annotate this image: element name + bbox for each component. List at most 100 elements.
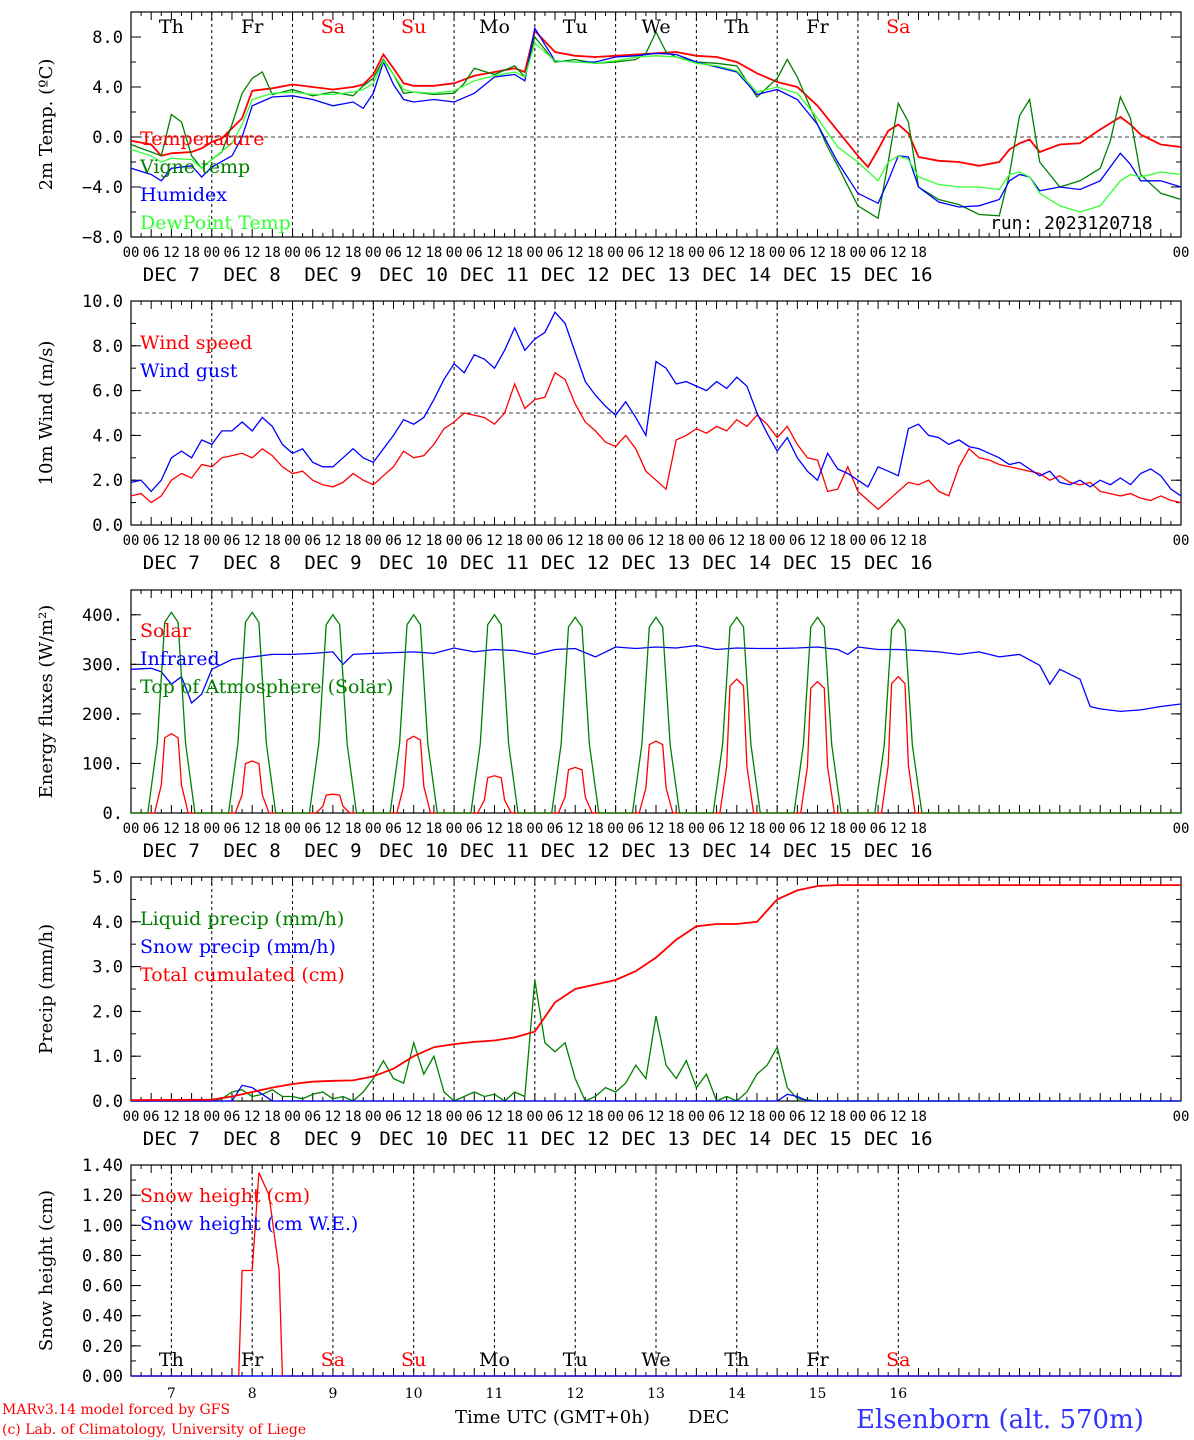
x-hour-label: 18	[749, 533, 766, 549]
x-hour-label: 12	[890, 245, 907, 261]
x-hour-label: 18	[264, 821, 281, 837]
x-date-label: DEC 10	[379, 840, 448, 862]
x-hour-label: 12	[809, 245, 826, 261]
x-hour-label: 00	[365, 245, 382, 261]
x-hour-label: 06	[224, 1109, 241, 1125]
day-number: 8	[248, 1386, 257, 1402]
series-wind-speed	[130, 371, 1182, 511]
panel-3	[130, 589, 1182, 814]
x-hour-label: 18	[506, 1109, 523, 1125]
x-hour-label: 18	[668, 245, 685, 261]
series-total-cumulated-cm-	[130, 884, 1181, 1101]
series-infrared	[130, 644, 1182, 713]
day-abbr: Th	[724, 1349, 749, 1371]
x-hour-label: 12	[163, 821, 180, 837]
legend-snow-height-cm-: Snow height (cm)	[140, 1185, 310, 1207]
series-top-of-atmosphere-solar-	[131, 611, 1181, 814]
x-hour-label: 00	[446, 245, 463, 261]
day-abbr: Sa	[886, 1349, 910, 1371]
series-wind-gust	[130, 311, 1182, 497]
y-tick-label: 0.0	[92, 1092, 123, 1112]
x-hour-label: 12	[486, 821, 503, 837]
x-hour-label: 00	[769, 1109, 786, 1125]
y-tick-label: 6.0	[92, 382, 123, 402]
x-hour-label: 18	[587, 533, 604, 549]
x-hour-label: 06	[304, 245, 321, 261]
x-hour-label: 12	[648, 821, 665, 837]
x-hour-label: 06	[466, 245, 483, 261]
x-hour-label: 18	[910, 245, 927, 261]
x-hour-label: 12	[163, 245, 180, 261]
series-snow-precip-mm-h-	[131, 1084, 1181, 1102]
x-hour-label: 06	[870, 245, 887, 261]
x-hour-label: 00	[446, 533, 463, 549]
x-hour-label: 06	[870, 1109, 887, 1125]
y-tick-label: 100.	[82, 754, 123, 774]
legend-solar: Solar	[140, 620, 192, 642]
x-hour-label: 12	[567, 245, 584, 261]
legend-liquid-precip-mm-h-: Liquid precip (mm/h)	[140, 908, 344, 930]
x-hour-label: 12	[728, 533, 745, 549]
day-abbr: Fr	[241, 1349, 264, 1371]
y-axis-label: 2m Temp. (ºC)	[36, 59, 57, 191]
y-tick-label: 4.0	[92, 913, 123, 933]
x-date-label: DEC 16	[864, 552, 933, 574]
y-tick-label: 0.80	[82, 1246, 123, 1266]
x-hour-label: 06	[143, 245, 160, 261]
x-hour-label: 00	[203, 821, 220, 837]
y-tick-label: 2.0	[92, 471, 123, 491]
x-date-label: DEC 15	[783, 552, 852, 574]
legend-vigne-temp: Vigne temp	[139, 156, 250, 178]
month-label: DEC	[688, 1407, 729, 1428]
x-date-label: DEC 8	[224, 1128, 281, 1150]
x-hour-label: 12	[728, 1109, 745, 1125]
x-hour-label: 12	[163, 533, 180, 549]
x-hour-label: 12	[728, 821, 745, 837]
x-hour-label: 00	[203, 1109, 220, 1125]
x-hour-label: 12	[486, 533, 503, 549]
day-number: 9	[328, 1386, 337, 1402]
x-hour-label: 18	[829, 1109, 846, 1125]
x-hour-label: 18	[506, 821, 523, 837]
x-hour-label: 18	[587, 821, 604, 837]
x-hour-label: 12	[244, 245, 261, 261]
series-liquid-precip-mm-h-	[131, 979, 1181, 1102]
x-hour-label: 06	[143, 1109, 160, 1125]
x-hour-label: 12	[324, 533, 341, 549]
x-hour-label: 12	[567, 533, 584, 549]
x-hour-label: 00	[1173, 245, 1190, 261]
x-date-label: DEC 16	[864, 840, 933, 862]
y-tick-label: 8.0	[92, 337, 123, 357]
x-date-label: DEC 7	[143, 1128, 200, 1150]
series-dewpoint-temp	[130, 42, 1182, 213]
chart-text: 8.04.00.0−4.0−8.02m Temp. (ºC)00 06 12 18 00…	[36, 16, 1189, 1402]
day-number: 11	[486, 1386, 504, 1402]
legend-wind-gust: Wind gust	[140, 360, 238, 382]
x-hour-label: 18	[425, 533, 442, 549]
x-hour-label: 00	[526, 821, 543, 837]
x-hour-label: 06	[304, 533, 321, 549]
legend-total-cumulated-cm-: Total cumulated (cm)	[140, 964, 345, 986]
y-tick-label: 1.20	[82, 1186, 123, 1206]
x-hour-label: 12	[728, 245, 745, 261]
day-number: 10	[405, 1386, 423, 1402]
x-hour-label: 18	[587, 245, 604, 261]
x-date-label: DEC 9	[304, 264, 361, 286]
x-hour-label: 06	[304, 821, 321, 837]
series-vigne-temp	[130, 30, 1182, 220]
y-tick-label: 5.0	[92, 868, 123, 888]
x-hour-label: 06	[789, 1109, 806, 1125]
x-hour-label: 18	[425, 1109, 442, 1125]
x-hour-label: 06	[547, 245, 564, 261]
x-hour-label: 06	[224, 533, 241, 549]
x-hour-label: 06	[789, 533, 806, 549]
x-date-label: DEC 7	[143, 264, 200, 286]
x-hour-label: 00	[284, 245, 301, 261]
x-hour-label: 06	[789, 245, 806, 261]
x-hour-label: 00	[203, 245, 220, 261]
y-tick-label: 1.00	[82, 1216, 123, 1236]
x-hour-label: 18	[910, 821, 927, 837]
x-hour-label: 00	[526, 245, 543, 261]
day-abbr: Mo	[479, 1349, 510, 1371]
day-abbr: Tu	[563, 1349, 588, 1371]
